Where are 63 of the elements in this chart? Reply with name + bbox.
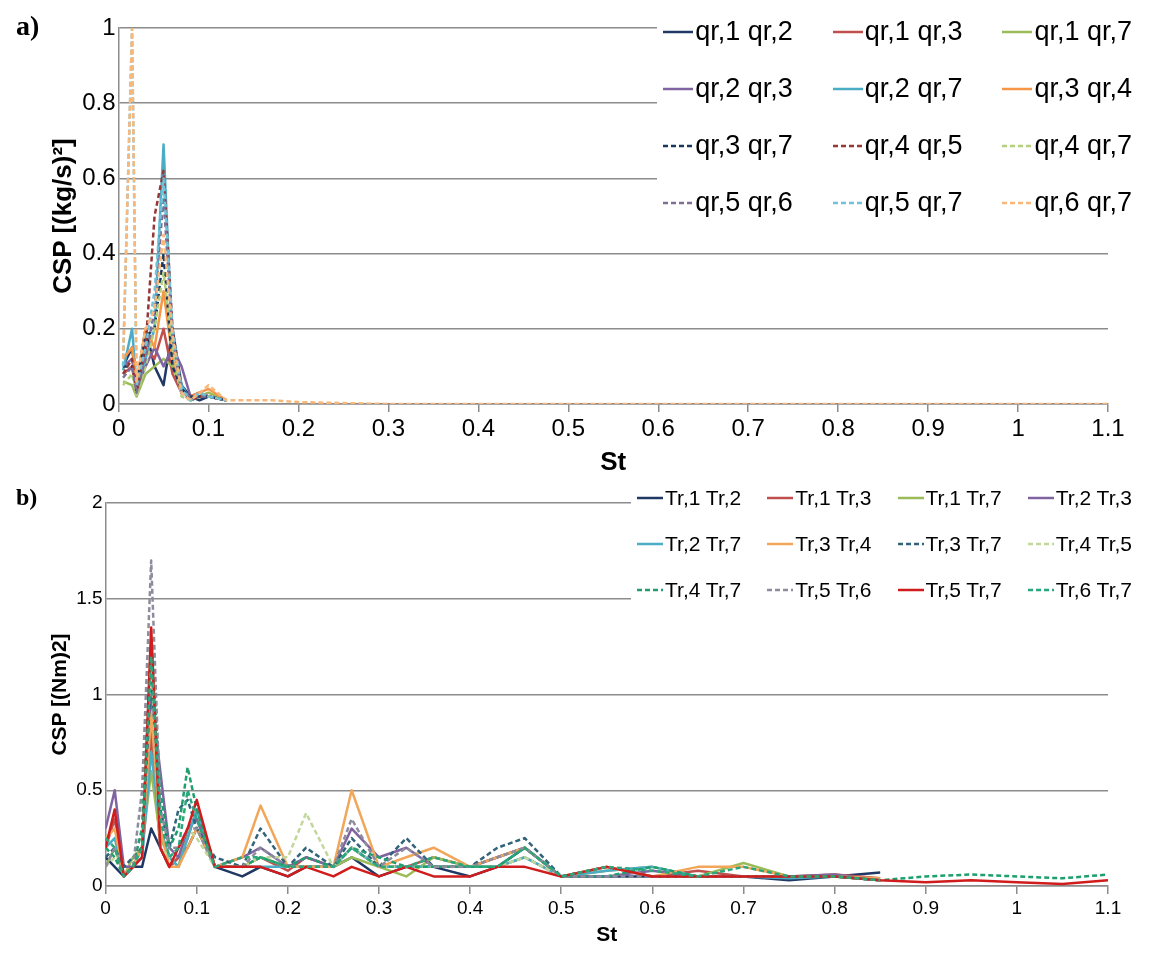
x-tick-label: 0.2 (274, 896, 302, 918)
legend-label: Tr,2 Tr,3 (1055, 486, 1132, 510)
x-tick-label: 0.2 (281, 414, 316, 442)
legend-label: qr,2 qr,3 (695, 73, 793, 104)
x-tick-label: 0.3 (371, 414, 406, 442)
x-tick-label: 0.6 (639, 896, 666, 918)
x-tick-label: 0.4 (456, 896, 484, 918)
legend-label: qr,3 qr,4 (1034, 73, 1132, 104)
chart-title: b) (16, 484, 38, 511)
x-tick-label: 0.8 (821, 414, 855, 442)
legend-label: Tr,3 Tr,7 (925, 532, 1002, 556)
legend-label: Tr,4 Tr,5 (1055, 532, 1132, 556)
legend-label: Tr,5 Tr,6 (795, 578, 872, 602)
y-axis-title: CSP [(kg/s)²] (46, 138, 77, 294)
x-tick-label: 0.9 (912, 896, 939, 918)
y-tick-label: 0 (92, 874, 103, 896)
legend-label: qr,1 qr,2 (695, 16, 793, 47)
chart-title: a) (16, 10, 40, 42)
legend-label: qr,3 qr,7 (695, 130, 793, 161)
y-tick-label: 1 (102, 12, 116, 40)
y-tick-label: 1.5 (76, 586, 103, 608)
legend-label: qr,1 qr,3 (864, 16, 963, 47)
legend-label: Tr,6 Tr,7 (1055, 578, 1132, 602)
legend-label: qr,5 qr,7 (864, 187, 963, 218)
y-tick-label: 0.8 (82, 87, 116, 115)
x-tick-label: 1.1 (1094, 896, 1122, 918)
x-tick-label: 1 (1011, 414, 1025, 442)
x-tick-label: 0.6 (641, 414, 675, 442)
y-tick-label: 0.6 (82, 163, 116, 191)
x-tick-label: 0.1 (183, 896, 210, 918)
y-tick-label: 0.2 (82, 313, 116, 341)
x-tick-label: 0.8 (821, 896, 848, 918)
legend-label: qr,1 qr,7 (1034, 16, 1132, 47)
x-tick-label: 0.7 (730, 896, 757, 918)
x-tick-label: 1 (1011, 896, 1023, 918)
x-tick-label: 0.7 (731, 414, 765, 442)
x-tick-label: 0.5 (548, 896, 575, 918)
x-tick-label: 1.1 (1091, 414, 1125, 442)
legend-label: Tr,3 Tr,4 (795, 532, 872, 556)
legend-label: qr,5 qr,6 (695, 187, 793, 218)
legend-label: qr,2 qr,7 (864, 73, 963, 104)
x-tick-label: 0.1 (191, 414, 226, 442)
x-tick-label: 0.5 (551, 414, 585, 442)
legend-label: qr,4 qr,5 (864, 130, 963, 161)
legend-label: Tr,1 Tr,2 (665, 486, 742, 510)
y-tick-label: 0.5 (76, 778, 103, 800)
y-tick-label: 0.4 (82, 238, 116, 266)
legend-label: Tr,2 Tr,7 (665, 532, 742, 556)
x-tick-label: 0.3 (365, 896, 393, 918)
y-tick-label: 2 (92, 491, 103, 513)
legend-label: Tr,1 Tr,3 (795, 486, 872, 510)
legend-label: qr,4 qr,7 (1034, 130, 1132, 161)
y-tick-label: 1 (92, 682, 103, 704)
y-tick-label: 0 (102, 388, 116, 416)
legend-label: Tr,1 Tr,7 (925, 486, 1002, 510)
y-axis-title: CSP [(Nm)2] (47, 633, 71, 756)
legend-label: Tr,4 Tr,7 (665, 578, 742, 602)
x-axis-title: St (596, 922, 618, 946)
legend-label: Tr,5 Tr,7 (925, 578, 1002, 602)
x-axis-title: St (600, 445, 627, 476)
legend-label: qr,6 qr,7 (1034, 187, 1132, 218)
x-tick-label: 0.4 (461, 414, 496, 442)
x-tick-label: 0.9 (911, 414, 945, 442)
